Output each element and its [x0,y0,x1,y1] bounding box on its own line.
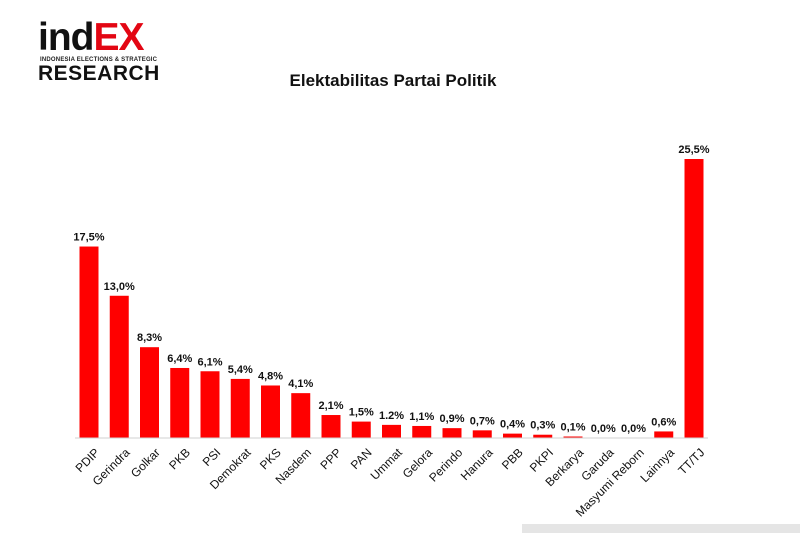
bar-nasdem [291,393,311,438]
data-label: 2,1% [318,400,343,412]
data-label: 8,3% [137,332,162,344]
bar-ppp [321,415,341,438]
data-label: 0,0% [621,423,646,435]
index-research-logo: indEX INDONESIA ELECTIONS & STRATEGIC RE… [38,16,163,86]
x-tick-label: Golkar [128,445,163,480]
data-label: 4,1% [288,378,313,390]
bar-berkarya [563,436,583,438]
data-label: 6,1% [197,356,222,368]
bar-psi [200,371,220,438]
data-label: 0,7% [470,415,495,427]
bar-lainnya [654,431,674,438]
chart-title: Elektabilitas Partai Politik [289,71,497,90]
x-tick-label: PSI [200,445,224,469]
data-label: 0,3% [530,420,555,432]
bar-pdip [79,246,99,438]
page-corner-strip [522,524,800,533]
x-tick-label: PAN [348,445,375,472]
data-label: 0,0% [591,423,616,435]
data-label: 13,0% [104,281,135,293]
x-tick-label: Ummat [368,445,406,483]
x-tick-label: PBB [499,445,526,472]
x-tick-label: PPP [317,445,344,472]
data-label: 1,5% [349,407,374,419]
bar-pkb [170,367,190,438]
data-label: 0,9% [439,413,464,425]
bar-ummat [382,424,401,438]
data-label: 0,4% [500,419,525,431]
data-label: 1,1% [409,411,434,423]
data-label: 17,5% [73,232,104,244]
data-label: 25,5% [678,144,709,156]
data-label: 1.2% [379,410,404,422]
x-tick-label: PKS [257,445,284,472]
bar-golkar [140,347,159,438]
x-tick-label: Perindo [426,445,465,484]
x-tick-label: PKB [166,445,193,472]
logo-research: RESEARCH [38,62,160,85]
bar-pks [261,385,280,438]
data-label: 5,4% [228,364,253,376]
data-label: 4,8% [258,370,283,382]
bar-hanura [472,430,492,438]
bar-pbb [503,433,522,438]
data-label: 6,4% [167,353,192,365]
bar-tt-tj [684,159,704,438]
data-label: 0,6% [651,416,676,428]
logo-wordmark: indEX [38,16,145,59]
bar-gerindra [109,295,129,438]
x-tick-label: Hanura [458,445,496,483]
x-tick-label: TT/TJ [675,445,707,477]
data-label: 0,1% [560,422,585,434]
bar-demokrat [230,378,250,438]
x-tick-label: Lainnya [637,445,677,485]
bar-gelora [412,425,432,438]
bar-pkpi [533,434,553,438]
logo-tagline: INDONESIA ELECTIONS & STRATEGIC [40,57,158,63]
bar-perindo [442,428,462,438]
bar-pan [351,421,371,438]
